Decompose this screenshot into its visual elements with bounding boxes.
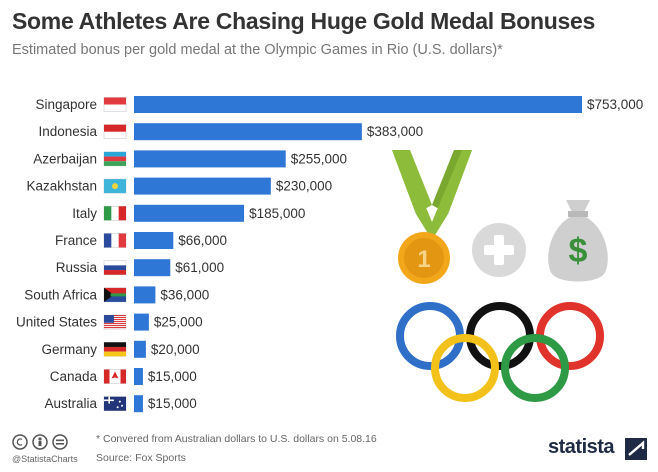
category-label: Canada	[50, 369, 98, 384]
category-label: Indonesia	[38, 124, 97, 139]
bar-row: Germany $20,000	[41, 340, 200, 358]
medal-icon: 1	[392, 150, 472, 284]
bar	[134, 340, 146, 358]
value-label: $383,000	[367, 124, 423, 139]
bar-chart: Singapore $753,000 Indonesia $383,000 Azerba…	[16, 96, 643, 413]
flag-germany-icon	[103, 341, 127, 357]
category-label: Kazakhstan	[26, 179, 97, 194]
bar	[134, 395, 143, 413]
category-label: Singapore	[35, 97, 97, 112]
bar	[134, 313, 149, 331]
category-label: France	[55, 233, 97, 248]
flag-kazakhstan-icon	[103, 178, 127, 194]
bar-row: Russia $61,000	[56, 259, 224, 277]
value-label: $15,000	[148, 369, 197, 384]
bar-row: Italy $185,000	[72, 204, 305, 222]
bar-row: Canada $15,000	[50, 368, 197, 385]
bar-row: Indonesia $383,000	[38, 123, 423, 141]
value-label: $185,000	[249, 206, 305, 221]
value-label: $20,000	[151, 342, 200, 357]
chart-title: Some Athletes Are Chasing Huge Gold Meda…	[12, 8, 595, 34]
flag-canada-icon	[103, 369, 127, 384]
value-label: $25,000	[154, 315, 203, 330]
bar	[134, 286, 156, 304]
value-label: $66,000	[178, 233, 227, 248]
plus-icon	[472, 223, 526, 277]
chart-subtitle: Estimated bonus per gold medal at the Ol…	[12, 42, 503, 58]
flag-italy-icon	[103, 206, 127, 221]
source-note: Source: Fox Sports	[96, 452, 186, 464]
bar-row: Australia $15,000	[44, 395, 197, 413]
social-handle: @StatistaCharts	[12, 454, 78, 464]
value-label: $230,000	[276, 179, 332, 194]
value-label: $255,000	[291, 151, 347, 166]
bar	[134, 123, 362, 141]
flag-south-africa-icon	[103, 287, 127, 303]
category-label: South Africa	[24, 287, 97, 302]
bar-row: Azerbaijan $255,000	[33, 150, 347, 168]
category-label: Russia	[56, 260, 98, 275]
bar	[134, 259, 171, 277]
medal-number: 1	[417, 246, 430, 273]
flag-australia-icon	[103, 396, 127, 412]
money-sign: $	[569, 232, 588, 270]
creative-commons-icon	[12, 434, 68, 450]
flag-indonesia-icon	[103, 124, 127, 139]
flag-azerbaijan-icon	[103, 151, 127, 167]
bar-row: United States $25,000	[16, 313, 203, 331]
category-label: Germany	[41, 342, 97, 357]
brand-logo-text: statista	[548, 436, 615, 458]
flag-france-icon	[103, 233, 127, 248]
bar	[134, 232, 174, 249]
bar	[134, 368, 143, 385]
footnote: * Convered from Australian dollars to U.…	[96, 433, 377, 445]
value-label: $753,000	[587, 97, 643, 112]
flag-singapore-icon	[103, 97, 127, 112]
value-label: $36,000	[160, 287, 209, 302]
bar-row: France $66,000	[55, 232, 227, 249]
bar	[134, 96, 582, 113]
money-bag-icon: $	[548, 200, 608, 282]
decorative-graphics: 1 $	[392, 150, 608, 402]
bar-row: Kazakhstan $230,000	[26, 177, 332, 195]
bar	[134, 204, 245, 222]
flag-russia-icon	[103, 260, 127, 276]
category-label: United States	[16, 315, 97, 330]
bar	[134, 177, 271, 195]
value-label: $15,000	[148, 396, 197, 411]
brand-mark-icon	[625, 438, 647, 460]
flag-united-states-icon	[103, 314, 127, 330]
bar-row: Singapore $753,000	[35, 96, 643, 113]
category-label: Australia	[44, 396, 97, 411]
bar	[134, 150, 286, 168]
category-label: Italy	[72, 206, 97, 221]
value-label: $61,000	[175, 260, 224, 275]
category-label: Azerbaijan	[33, 151, 97, 166]
bar-row: South Africa $36,000	[24, 286, 209, 304]
olympic-rings-icon	[396, 302, 604, 402]
